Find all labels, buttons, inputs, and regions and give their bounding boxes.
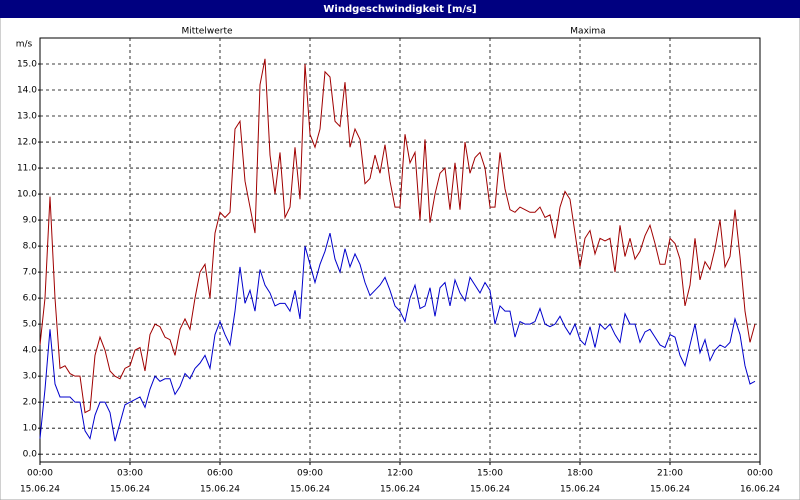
legend-entry: Maxima xyxy=(570,27,605,37)
y-tick-label: 14.0 xyxy=(17,86,37,96)
y-tick-label: 9.0 xyxy=(23,216,38,226)
y-tick-label: 15.0 xyxy=(17,60,37,70)
x-tick-date: 15.06.24 xyxy=(110,485,150,495)
x-tick-date: 15.06.24 xyxy=(560,485,600,495)
y-tick-label: 10.0 xyxy=(17,190,37,200)
y-tick-label: 2.0 xyxy=(23,398,38,408)
title-bar xyxy=(0,0,800,18)
x-tick-date: 15.06.24 xyxy=(650,485,690,495)
x-tick-label: 21:00 xyxy=(657,469,683,479)
x-tick-date: 16.06.24 xyxy=(740,485,780,495)
y-unit-label: m/s xyxy=(16,40,33,50)
x-tick-label: 00:00 xyxy=(27,469,53,479)
x-tick-label: 18:00 xyxy=(567,469,593,479)
y-tick-label: 1.0 xyxy=(23,424,38,434)
data-line xyxy=(39,58,756,414)
y-tick-label: 7.0 xyxy=(23,268,38,278)
legend-entry: Mittelwerte xyxy=(181,27,232,37)
y-tick-label: 4.0 xyxy=(23,346,38,356)
chart-title: Windgeschwindigkeit [m/s] xyxy=(323,4,476,15)
y-tick-label: 0.0 xyxy=(23,450,38,460)
x-tick-date: 15.06.24 xyxy=(20,485,60,495)
x-tick-label: 03:00 xyxy=(117,469,143,479)
x-tick-date: 15.06.24 xyxy=(470,485,510,495)
y-tick-label: 5.0 xyxy=(23,320,38,330)
y-tick-label: 3.0 xyxy=(23,372,38,382)
x-tick-date: 15.06.24 xyxy=(290,485,330,495)
y-tick-label: 8.0 xyxy=(23,242,38,252)
y-tick-label: 12.0 xyxy=(17,138,37,148)
x-tick-label: 09:00 xyxy=(297,469,323,479)
y-tick-label: 6.0 xyxy=(23,294,38,304)
x-tick-date: 15.06.24 xyxy=(200,485,240,495)
x-tick-date: 15.06.24 xyxy=(380,485,420,495)
y-tick-label: 13.0 xyxy=(17,112,37,122)
x-tick-label: 12:00 xyxy=(387,469,413,479)
y-tick-label: 11.0 xyxy=(17,164,37,174)
x-tick-label: 15:00 xyxy=(477,469,503,479)
x-tick-label: 06:00 xyxy=(207,469,233,479)
data-line xyxy=(39,232,756,442)
x-tick-label: 00:00 xyxy=(747,469,773,479)
